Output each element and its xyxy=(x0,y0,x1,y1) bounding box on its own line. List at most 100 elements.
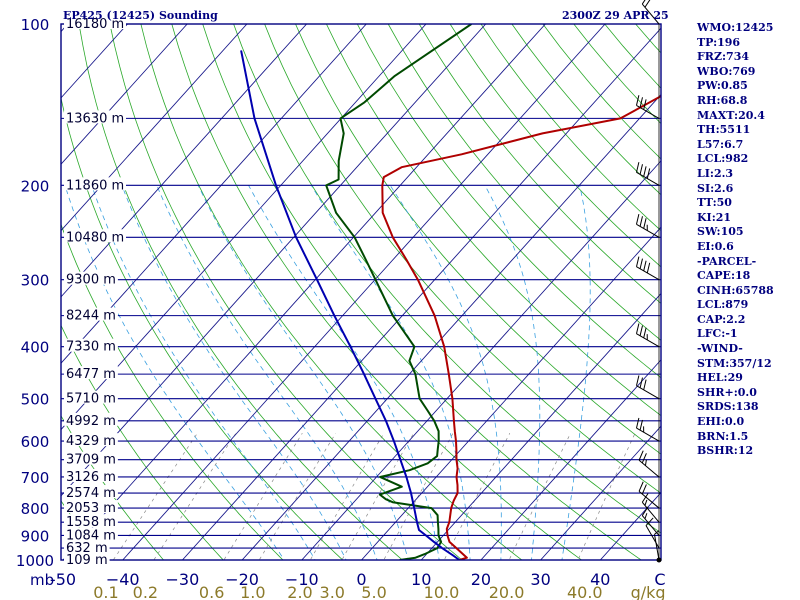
height-label-bg xyxy=(64,485,118,499)
temperature-tick-label: C xyxy=(654,570,665,589)
dry-adiabat xyxy=(140,24,523,560)
stat-line: RH:68.8 xyxy=(697,93,748,107)
stat-line: TH:5511 xyxy=(697,123,751,137)
stat-line: LI:2.3 xyxy=(697,166,734,180)
temperature-tick-label: -50 xyxy=(50,570,76,589)
isotherm xyxy=(540,425,661,560)
parcel-trace xyxy=(240,50,460,560)
height-label-bg xyxy=(64,338,118,352)
height-label: 2574 m xyxy=(66,486,116,501)
moist-adiabat xyxy=(484,185,541,560)
dry-adiabat xyxy=(418,24,661,304)
height-label: 16180 m xyxy=(66,17,124,32)
temperature-tick-label: 10 xyxy=(411,570,431,589)
dry-adiabat xyxy=(264,24,661,494)
height-label-bg xyxy=(64,540,110,554)
chart-time: 2300Z 29 APR 25 xyxy=(562,9,669,22)
height-label-bg xyxy=(64,527,118,541)
stat-line: PW:0.85 xyxy=(697,79,748,93)
dry-adiabat xyxy=(387,24,661,341)
temperature-tick-label: 40 xyxy=(590,570,610,589)
dry-adiabat xyxy=(449,24,661,268)
isotherm xyxy=(361,226,661,560)
stat-line: WBO:769 xyxy=(697,64,756,78)
pressure-tick-label: 800 xyxy=(21,500,50,518)
wind-barb xyxy=(641,0,660,25)
temperature-tick-label: −10 xyxy=(285,570,319,589)
stat-line: L57:6.7 xyxy=(697,137,744,151)
moist-adiabat xyxy=(91,185,316,560)
isotherm xyxy=(420,292,661,560)
pressure-tick-label: 200 xyxy=(21,177,50,195)
height-label: 1558 m xyxy=(66,515,116,530)
stats-panel: WMO:12425 TP:196 FRZ:734 WBO:769 PW:0.85 RH:6… xyxy=(697,21,797,459)
dry-adiabat xyxy=(356,24,661,379)
mixing-ratio-tick-label: 1.0 xyxy=(240,583,265,600)
mixing-ratio-tick-label: g/kg xyxy=(631,583,666,600)
isotherm xyxy=(61,24,248,232)
pressure-tick-label: 700 xyxy=(21,469,50,487)
height-label-bg xyxy=(64,366,118,380)
pressure-tick-label: 500 xyxy=(21,391,50,409)
height-label-bg xyxy=(64,16,126,29)
moist-adiabat xyxy=(156,185,378,560)
height-label-bg xyxy=(64,500,118,514)
surface-wind-dot xyxy=(656,557,662,563)
temperature-trace xyxy=(381,95,661,560)
isotherm xyxy=(61,24,427,431)
moist-adiabat xyxy=(561,185,591,560)
wind-barb xyxy=(635,417,660,442)
height-label: 1084 m xyxy=(66,528,116,543)
mixing-ratio-tick-label: 0.1 xyxy=(93,583,118,600)
dewpoint-trace xyxy=(325,24,472,560)
wind-barb xyxy=(635,162,660,186)
stat-line: SI:2.6 xyxy=(697,181,734,195)
wind-barb xyxy=(645,517,660,549)
isotherm xyxy=(61,24,307,298)
moist-adiabat xyxy=(248,185,440,560)
stat-line: CINH:65788 xyxy=(697,283,774,297)
mixing-ratio-line xyxy=(153,433,237,560)
wind-barb xyxy=(635,214,660,238)
moist-adiabat xyxy=(389,185,502,560)
stat-line: CAPE:18 xyxy=(697,269,751,283)
stat-line: CAP:2.2 xyxy=(697,312,746,326)
stat-line: SRDS:138 xyxy=(697,400,759,414)
pressure-tick-label: 400 xyxy=(21,339,50,357)
mixing-ratio-line xyxy=(223,433,303,560)
temperature-tick-label: −20 xyxy=(225,570,259,589)
stat-line: LFC:-1 xyxy=(697,327,738,341)
pressure-tick-label: 900 xyxy=(21,527,50,545)
stat-line: STM:357/12 xyxy=(697,356,772,370)
stat-line: -WIND- xyxy=(697,342,743,356)
dry-adiabat xyxy=(78,24,404,560)
height-label: 9300 m xyxy=(66,273,116,288)
stat-line: BSHR:12 xyxy=(697,444,754,458)
height-label: 3709 m xyxy=(66,453,116,468)
temperature-tick-label: 20 xyxy=(471,570,491,589)
stat-line: EI:0.6 xyxy=(697,239,734,253)
pressure-tick-label: 1000 xyxy=(16,552,54,570)
pressure-tick-label: 100 xyxy=(21,16,50,34)
plot-area xyxy=(0,24,661,560)
moist-adiabat xyxy=(197,185,409,560)
isotherm xyxy=(62,24,546,560)
chart-title: EP425 (12425) Sounding xyxy=(63,9,218,22)
isotherm xyxy=(301,160,661,560)
temperature-tick-label: −40 xyxy=(106,570,140,589)
dry-adiabat xyxy=(202,24,642,560)
stat-line: -PARCEL- xyxy=(697,254,757,268)
height-label-bg xyxy=(64,110,126,124)
height-label-bg xyxy=(64,468,118,482)
plot-frame xyxy=(60,23,662,561)
mixing-ratio-line xyxy=(258,433,337,560)
temperature-tick-label: −30 xyxy=(166,570,200,589)
height-label-bg xyxy=(64,552,110,565)
isotherm xyxy=(0,24,8,560)
height-label: 109 m xyxy=(66,553,108,568)
height-label-bg xyxy=(64,229,126,243)
wind-barb xyxy=(635,323,660,348)
mixing-ratio-line xyxy=(577,433,636,560)
isotherm xyxy=(122,24,606,560)
